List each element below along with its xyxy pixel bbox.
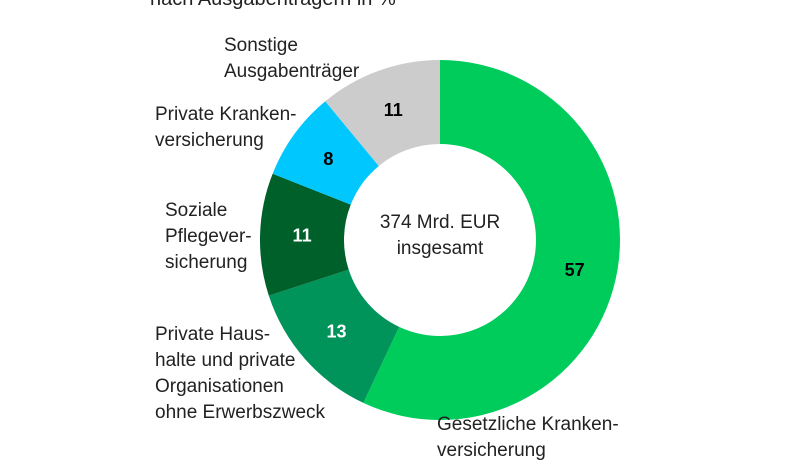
donut-slice-soziale-pflege xyxy=(260,173,351,296)
donut-slice-private-households xyxy=(268,269,400,403)
donut-center-text: 374 Mrd. EUR insgesamt xyxy=(345,210,535,262)
chart-title: nach Ausgabenträgern in % xyxy=(150,0,396,11)
category-label-soziale-pflege: Soziale Pflegever- sicherung xyxy=(165,200,252,273)
center-caption: insgesamt xyxy=(396,238,484,259)
category-label-sonstige: Sonstige Ausgabenträger xyxy=(224,35,360,82)
slice-value-sonstige: 11 xyxy=(384,100,403,120)
slice-value-private-households: 13 xyxy=(326,321,346,341)
slice-value-gkv: 57 xyxy=(565,260,585,280)
donut-slice-pkv xyxy=(272,101,379,205)
category-label-pkv: Private Kranken- versicherung xyxy=(155,104,297,151)
donut-slice-gkv xyxy=(363,60,621,421)
slice-value-pkv: 8 xyxy=(323,149,333,169)
category-label-private-households: Private Haus- halte und private Organisa… xyxy=(155,324,326,423)
slice-value-soziale-pflege: 11 xyxy=(293,226,312,246)
donut-chart: 57 13 11 8 11 xyxy=(260,60,621,421)
category-label-gkv: Gesetzliche Kranken- versicherung xyxy=(437,414,619,461)
center-total: 374 Mrd. EUR xyxy=(379,212,501,233)
donut-slice-sonstige xyxy=(325,60,440,167)
